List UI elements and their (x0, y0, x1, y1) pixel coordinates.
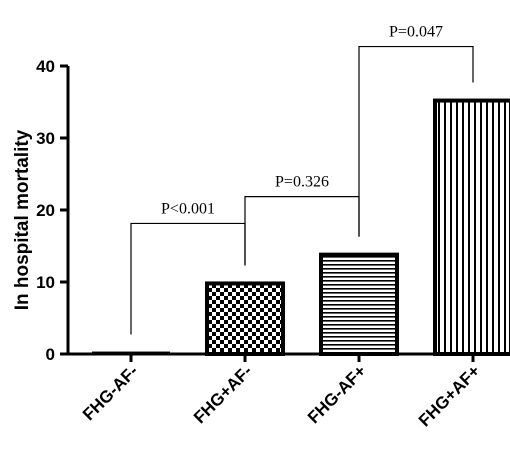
x-tick-label: FHG-AF- (79, 361, 142, 424)
y-axis-title: In hospital mortality (12, 129, 33, 310)
bar-FHG+AF+ (433, 98, 510, 356)
x-tick-label: FHG-AF+ (304, 361, 370, 427)
bar-FHG+AF- (205, 281, 285, 356)
y-tick-label: 30 (36, 129, 55, 148)
x-tick-label: FHG+AF+ (415, 361, 484, 430)
p-value-label: P=0.326 (275, 174, 329, 191)
bar-FHG-AF- (92, 351, 170, 355)
y-tick-label: 0 (46, 345, 55, 364)
y-tick-label: 10 (36, 273, 55, 292)
y-tick-label: 40 (36, 57, 55, 76)
y-tick-label: 20 (36, 201, 55, 220)
p-value-bracket (358, 45, 474, 237)
bar-FHG-AF+ (319, 252, 399, 356)
p-value-label: P=0.047 (389, 24, 443, 41)
x-tick-label: FHG+AF- (190, 361, 256, 427)
p-value-label: P<0.001 (161, 200, 215, 217)
